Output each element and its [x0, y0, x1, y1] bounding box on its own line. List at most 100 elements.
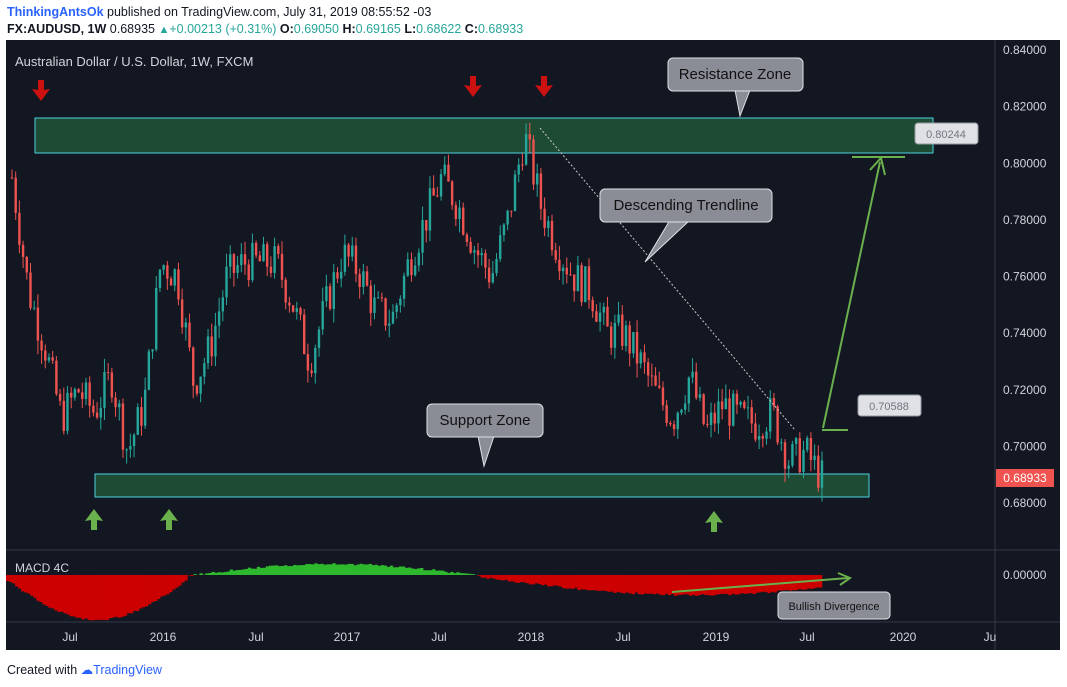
candle-body — [691, 372, 693, 378]
macd-bar — [734, 575, 737, 595]
candle-body — [492, 273, 494, 282]
candle-body — [14, 178, 16, 213]
macd-bar — [613, 575, 616, 593]
candle-body — [477, 250, 479, 255]
candle-body — [473, 250, 475, 252]
macd-bar — [112, 575, 115, 618]
macd-bar — [91, 575, 94, 620]
candle-body — [74, 389, 76, 397]
macd-bar — [109, 575, 112, 618]
time-axis-label: 2017 — [334, 630, 361, 644]
macd-bar — [88, 575, 91, 620]
candle-body — [566, 268, 568, 275]
macd-bar — [224, 572, 227, 575]
candle-body — [577, 265, 579, 291]
macd-bar — [653, 575, 656, 594]
candle-body — [625, 325, 627, 346]
macd-bar — [100, 575, 103, 620]
macd-bar — [704, 575, 707, 595]
candle-body — [18, 213, 20, 245]
target-price-tag[interactable]: 0.80244 — [915, 123, 978, 144]
macd-bar — [759, 575, 762, 592]
candle-body — [776, 406, 778, 442]
candle-body — [636, 332, 638, 364]
macd-bar — [390, 566, 393, 575]
tradingview-link[interactable]: TradingView — [93, 663, 162, 677]
time-axis-label: 2018 — [518, 630, 545, 644]
macd-bar — [163, 575, 166, 595]
price-axis[interactable]: 0.84000 0.82000 0.80000 0.78000 0.76000 0.740… — [1003, 43, 1047, 510]
macd-bar — [9, 575, 12, 582]
candle-body — [307, 354, 309, 370]
macd-bar — [638, 575, 641, 594]
macd-bar — [429, 570, 432, 575]
macd-bar — [69, 575, 72, 616]
macd-bar — [348, 564, 351, 575]
candle-body — [429, 188, 431, 230]
macd-bar — [450, 572, 453, 575]
candle-body — [281, 254, 283, 280]
macd-bar — [468, 574, 471, 575]
macd-bar — [725, 575, 728, 594]
macd-bar — [181, 575, 184, 582]
macd-bar — [731, 575, 734, 594]
macd-bar — [106, 575, 109, 620]
macd-bar — [284, 565, 287, 575]
candle-body — [170, 279, 172, 286]
resistance-zone[interactable] — [35, 118, 933, 153]
macd-bar — [559, 575, 562, 587]
candle-body — [225, 267, 227, 298]
macd-bar — [381, 565, 384, 575]
candle-body — [603, 307, 605, 313]
macd-bar — [266, 566, 269, 575]
macd-bar — [193, 574, 196, 575]
candle-body — [299, 308, 301, 314]
macd-bar — [632, 575, 635, 594]
macd-bar — [620, 575, 623, 593]
candle-body — [799, 438, 801, 472]
macd-bar — [462, 573, 465, 575]
price-axis-label: 0.76000 — [1003, 270, 1047, 284]
macd-bar — [76, 575, 79, 618]
candle-body — [148, 351, 150, 389]
macd-bar — [493, 575, 496, 579]
macd-bar — [115, 575, 118, 617]
macd-bar — [517, 575, 520, 583]
candle-body — [321, 301, 323, 329]
breakout-price-tag[interactable]: 0.70588 — [858, 395, 921, 416]
macd-bar — [39, 575, 42, 602]
candle-body — [77, 389, 79, 392]
macd-bar — [623, 575, 626, 593]
candle-body — [410, 259, 412, 275]
macd-bar — [317, 564, 320, 575]
macd-bar — [335, 565, 338, 575]
candle-body — [651, 375, 653, 376]
time-axis-label: Jul — [799, 630, 814, 644]
time-axis-label: 2016 — [150, 630, 177, 644]
candle-body — [662, 388, 664, 406]
macd-bar — [278, 566, 281, 575]
candle-body — [358, 274, 360, 287]
bullish-divergence-callout[interactable]: Bullish Divergence — [778, 592, 890, 619]
candle-body — [144, 390, 146, 426]
macd-bar — [290, 566, 293, 575]
candle-body — [351, 245, 353, 256]
candle-body — [273, 246, 275, 273]
price-axis-label: 0.84000 — [1003, 43, 1047, 57]
macd-bar — [432, 569, 435, 575]
macd-bar — [48, 575, 51, 608]
macd-bar — [701, 575, 704, 594]
macd-bar — [172, 575, 175, 589]
candle-body — [125, 449, 127, 450]
candle-body — [207, 336, 209, 363]
candle-body — [573, 275, 575, 292]
macd-bar — [405, 568, 408, 575]
time-axis-label: Jul — [615, 630, 630, 644]
macd-bar — [133, 575, 136, 611]
support-zone[interactable] — [95, 474, 869, 497]
candle-body — [588, 266, 590, 300]
macd-bar — [227, 572, 230, 575]
macd-bar — [293, 565, 296, 575]
candle-body — [362, 271, 364, 287]
